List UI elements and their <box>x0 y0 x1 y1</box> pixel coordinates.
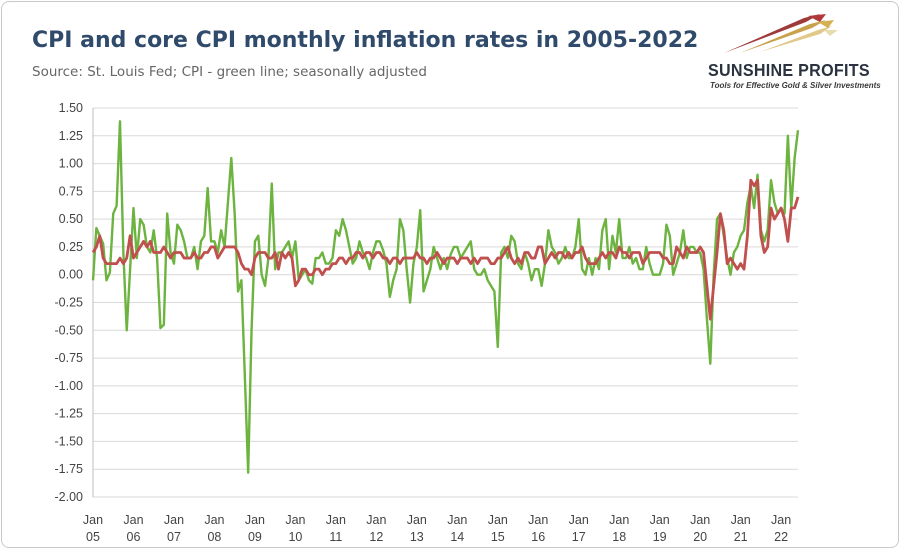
series-lines <box>91 120 800 474</box>
y-tick-label: 1.25 <box>59 129 83 143</box>
y-tick-label: -1.00 <box>55 379 84 393</box>
x-axis-labels: Jan 05 Jan 06 Jan 07 Jan 08 Jan 09 Jan 10 Jan 11 Jan 12… <box>83 513 791 544</box>
grid-lines <box>92 107 798 498</box>
x-tick-label: Jan 17 <box>569 513 589 544</box>
y-tick-label: 0.75 <box>59 184 83 198</box>
y-tick-label: -1.25 <box>55 407 84 421</box>
x-tick-label: Jan 08 <box>204 513 224 544</box>
y-tick-label: 0.25 <box>59 240 83 254</box>
x-tick-label: Jan 20 <box>690 513 710 544</box>
series-core-cpi-line <box>91 178 800 321</box>
x-tick-label: Jan 16 <box>528 513 548 544</box>
sunshine-profits-logo: SUNSHINE PROFITS Tools for Effective Gol… <box>700 8 890 92</box>
y-tick-label: -2.00 <box>55 490 84 504</box>
y-tick-label: -0.25 <box>55 296 84 310</box>
logo-tagline: Tools for Effective Gold & Silver Invest… <box>710 81 881 90</box>
x-tick-label: Jan 09 <box>245 513 265 544</box>
logo-name: SUNSHINE PROFITS <box>708 60 870 80</box>
x-tick-label: Jan 06 <box>123 513 143 544</box>
x-tick-label: Jan 22 <box>771 513 791 544</box>
x-tick-label: Jan 15 <box>488 513 508 544</box>
y-tick-label: -1.50 <box>55 434 84 448</box>
x-tick-label: Jan 13 <box>407 513 427 544</box>
y-axis-labels: 1.50 1.25 1.00 0.75 0.50 0.25 0.00 -0.25 -0.50 -0… <box>55 101 84 504</box>
y-tick-label: -0.75 <box>55 351 84 365</box>
x-tick-label: Jan 12 <box>366 513 386 544</box>
logo-swoosh-icon <box>724 14 838 53</box>
chart-title: CPI and core CPI monthly inflation rates… <box>32 28 699 53</box>
x-tick-label: Jan 05 <box>83 513 103 544</box>
y-tick-label: 0.00 <box>59 268 83 282</box>
y-tick-label: -0.50 <box>55 323 84 337</box>
x-tick-label: Jan 21 <box>731 513 751 544</box>
x-tick-label: Jan 14 <box>447 513 467 544</box>
series-cpi-line <box>91 120 800 474</box>
y-tick-label: -1.75 <box>55 462 84 476</box>
chart-subtitle: Source: St. Louis Fed; CPI - green line;… <box>32 64 427 80</box>
x-tick-label: Jan 19 <box>650 513 670 544</box>
x-tick-label: Jan 18 <box>609 513 629 544</box>
y-tick-label: 0.50 <box>59 212 83 226</box>
x-tick-label: Jan 11 <box>326 513 346 544</box>
x-tick-label: Jan 10 <box>285 513 305 544</box>
y-tick-label: 1.50 <box>59 101 83 115</box>
y-tick-label: 1.00 <box>59 157 83 171</box>
x-tick-label: Jan 07 <box>164 513 184 544</box>
